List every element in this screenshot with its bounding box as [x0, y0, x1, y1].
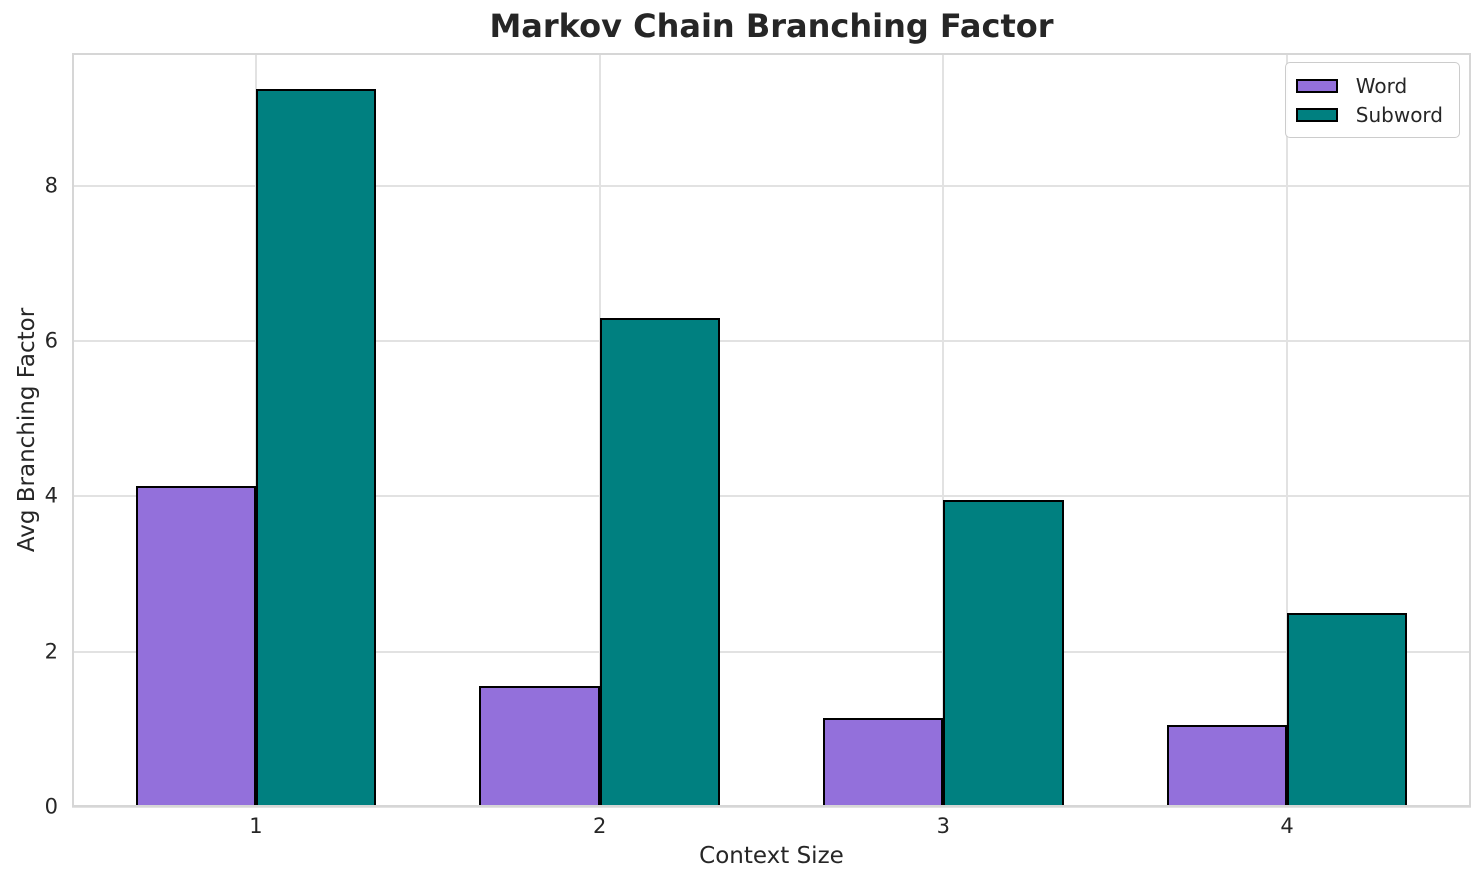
y-gridline [72, 340, 1471, 343]
subword-legend-swatch-icon [1295, 107, 1338, 122]
y-tick-label: 6 [44, 328, 58, 353]
y-tick-label: 0 [44, 794, 58, 819]
x-tick-label: 3 [936, 814, 951, 838]
y-tick-label: 2 [44, 639, 58, 664]
y-gridline [72, 806, 1471, 808]
x-gridline [1286, 53, 1289, 807]
y-gridline [72, 184, 1471, 187]
bar-subword-1 [255, 88, 377, 807]
bar-word-4 [1166, 725, 1288, 807]
x-tick-label: 2 [592, 814, 607, 838]
y-tick-label: 8 [44, 173, 58, 198]
x-gridline [942, 53, 945, 807]
word-legend-swatch-icon [1295, 78, 1338, 93]
bar-word-3 [823, 718, 944, 807]
y-gridline [72, 650, 1471, 653]
legend-item-word: Word [1295, 71, 1443, 100]
x-tick-label: 4 [1280, 814, 1294, 838]
legend-label-subword: Subword [1355, 102, 1443, 127]
bar-word-2 [479, 685, 600, 807]
legend-item-subword: Subword [1295, 100, 1443, 129]
x-axis-label: Context Size [699, 843, 844, 869]
plot-area: Word Subword [72, 53, 1471, 808]
y-gridline [72, 495, 1471, 498]
y-tick-label: 4 [44, 483, 58, 508]
bar-subword-3 [943, 500, 1064, 807]
legend: Word Subword [1284, 62, 1460, 138]
legend-label-word: Word [1355, 73, 1408, 98]
bar-word-1 [135, 486, 256, 807]
x-tick-label: 1 [249, 814, 263, 838]
chart-title: Markov Chain Branching Factor [489, 7, 1054, 45]
bar-subword-4 [1287, 612, 1408, 807]
bar-subword-2 [599, 317, 720, 807]
